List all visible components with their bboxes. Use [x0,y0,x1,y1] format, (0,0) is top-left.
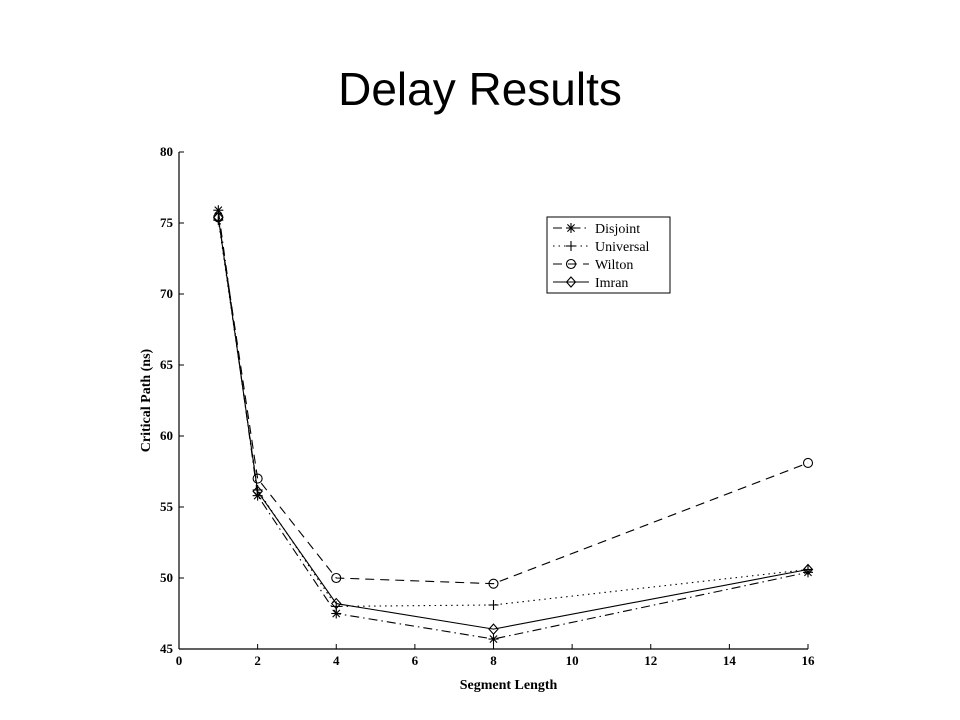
legend-label: Universal [595,240,650,255]
data-point-disjoint [488,634,499,645]
data-point-imran [252,485,263,498]
legend-item-imran: Imran [553,276,628,291]
legend-label: Imran [595,276,628,291]
data-point-imran [213,211,224,224]
series-universal [213,215,813,612]
x-tick-label: 6 [412,653,419,668]
x-tick-label: 0 [176,653,183,668]
data-point-wilton [331,572,342,584]
x-tick-label: 2 [254,653,261,668]
series-line-imran [217,217,809,630]
series-line-universal [217,220,809,607]
legend-item-universal: Universal [553,240,650,255]
y-tick-label: 80 [160,144,173,159]
legend-label: Wilton [595,258,633,273]
data-point-disjoint [213,205,224,216]
x-tick-label: 12 [644,653,657,668]
y-tick-label: 45 [160,641,174,656]
legend-marker [566,223,576,233]
data-point-imran [331,597,342,610]
legend-marker [565,276,577,288]
x-tick-label: 14 [723,653,737,668]
legend-item-disjoint: Disjoint [553,222,640,237]
y-axis-label: Critical Path (ns) [139,348,154,452]
y-tick-label: 75 [160,215,174,230]
data-point-wilton [252,473,263,484]
slide-title: Delay Results [338,63,622,115]
data-point-wilton [488,578,499,589]
chart-legend: Disjoint Universal Wilton Imran [546,216,671,294]
data-point-universal [488,599,499,610]
y-tick-label: 65 [160,357,174,372]
series-imran [213,211,814,635]
chart-axes: 45 50 55 60 65 70 75 80 0 2 4 6 8 10 12 14 16 [160,144,815,668]
legend-marker [566,241,576,251]
data-point-imran [488,623,499,635]
data-point-imran [802,563,814,576]
x-axis-label: Segment Length [460,678,558,693]
y-tick-label: 55 [160,499,174,514]
series-wilton [213,212,814,589]
series-disjoint [213,205,813,645]
series-line-disjoint [217,210,809,640]
y-tick-label: 60 [160,428,173,443]
legend-label: Disjoint [595,222,640,237]
x-tick-label: 10 [566,653,579,668]
legend-item-wilton: Wilton [553,258,633,273]
chart-series [213,205,814,645]
y-tick-label: 50 [160,570,173,585]
x-tick-label: 8 [490,653,497,668]
data-point-wilton [802,457,814,469]
series-line-wilton [217,217,809,585]
legend-marker [565,258,577,270]
y-tick-label: 70 [160,286,173,301]
x-tick-label: 16 [802,653,816,668]
x-tick-label: 4 [333,653,340,668]
